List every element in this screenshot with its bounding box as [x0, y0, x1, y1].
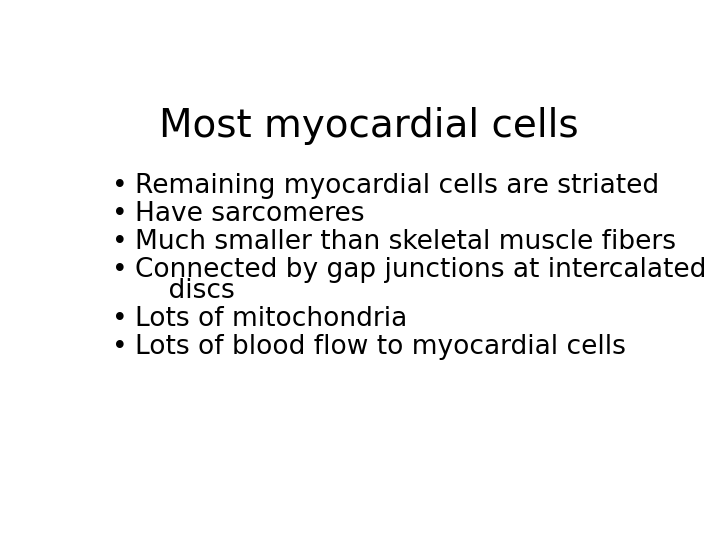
Text: discs: discs: [135, 278, 235, 304]
Text: Connected by gap junctions at intercalated: Connected by gap junctions at intercalat…: [135, 256, 706, 282]
Text: Have sarcomeres: Have sarcomeres: [135, 201, 364, 227]
Text: •: •: [112, 334, 127, 360]
Text: Remaining myocardial cells are striated: Remaining myocardial cells are striated: [135, 173, 659, 199]
Text: Lots of blood flow to myocardial cells: Lots of blood flow to myocardial cells: [135, 334, 626, 360]
Text: •: •: [112, 173, 127, 199]
Text: Lots of mitochondria: Lots of mitochondria: [135, 306, 408, 332]
Text: Most myocardial cells: Most myocardial cells: [159, 107, 579, 145]
Text: •: •: [112, 201, 127, 227]
Text: •: •: [112, 306, 127, 332]
Text: •: •: [112, 229, 127, 255]
Text: •: •: [112, 256, 127, 282]
Text: Much smaller than skeletal muscle fibers: Much smaller than skeletal muscle fibers: [135, 229, 676, 255]
